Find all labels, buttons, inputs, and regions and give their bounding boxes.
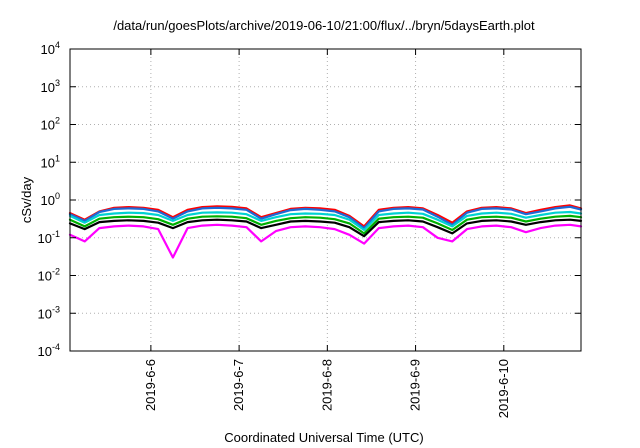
x-tick-label: 2019-6-7 bbox=[231, 359, 246, 411]
chart-title: /data/run/goesPlots/archive/2019-06-10/2… bbox=[113, 18, 535, 33]
y-tick-exponent: -3 bbox=[52, 304, 60, 314]
y-tick-exponent: 0 bbox=[55, 191, 60, 201]
y-tick-exponent: -4 bbox=[52, 342, 60, 352]
y-tick-label: 10-3 bbox=[38, 304, 60, 321]
y-tick-base: 10 bbox=[38, 269, 52, 284]
series-line-6 bbox=[68, 223, 583, 259]
series-line-4 bbox=[68, 214, 583, 235]
y-axis-label: cSv/day bbox=[19, 176, 34, 223]
y-tick-label: 10-4 bbox=[38, 342, 60, 359]
y-tick-base: 10 bbox=[41, 42, 55, 57]
y-tick-base: 10 bbox=[41, 80, 55, 95]
y-tick-base: 10 bbox=[41, 118, 55, 133]
y-tick-label: 10-1 bbox=[38, 229, 60, 246]
y-tick-label: 104 bbox=[41, 40, 60, 57]
x-tick-label: 2019-6-8 bbox=[319, 359, 334, 411]
y-tick-label: 102 bbox=[41, 116, 60, 133]
y-tick-base: 10 bbox=[41, 155, 55, 170]
series-group bbox=[68, 204, 583, 259]
x-tick-label: 2019-6-9 bbox=[408, 359, 423, 411]
y-tick-base: 10 bbox=[38, 306, 52, 321]
series-line-5 bbox=[68, 218, 583, 238]
series-line-1 bbox=[68, 204, 583, 228]
y-tick-exponent: -2 bbox=[52, 267, 60, 277]
y-tick-base: 10 bbox=[41, 193, 55, 208]
x-tick-label: 2019-6-10 bbox=[496, 359, 511, 418]
y-tick-exponent: 1 bbox=[55, 153, 60, 163]
y-tick-exponent: 3 bbox=[55, 78, 60, 88]
y-tick-exponent: -1 bbox=[52, 229, 60, 239]
y-tick-label: 103 bbox=[41, 78, 60, 95]
y-tick-exponent: 2 bbox=[55, 116, 60, 126]
y-tick-label: 10-2 bbox=[38, 267, 60, 284]
series-line-3 bbox=[68, 210, 583, 232]
x-tick-label: 2019-6-6 bbox=[143, 359, 158, 411]
grid bbox=[70, 49, 581, 351]
y-tick-exponent: 4 bbox=[55, 40, 60, 50]
y-tick-base: 10 bbox=[38, 231, 52, 246]
y-tick-base: 10 bbox=[38, 344, 52, 359]
x-tick-labels: 2019-6-6 2019-6-7 2019-6-8 2019-6-9 2019-6-1… bbox=[143, 359, 511, 418]
series-line-2 bbox=[68, 205, 583, 230]
y-tick-label: 101 bbox=[41, 153, 60, 170]
x-axis-label: Coordinated Universal Time (UTC) bbox=[224, 430, 423, 445]
y-tick-label: 100 bbox=[41, 191, 60, 208]
ticks bbox=[70, 48, 581, 352]
